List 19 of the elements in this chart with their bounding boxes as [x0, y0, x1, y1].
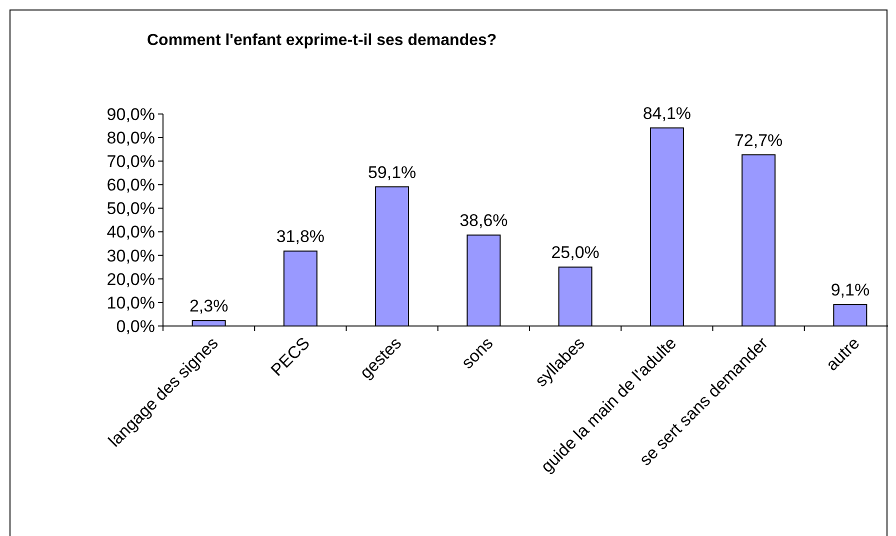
y-tick-label: 30,0% — [106, 246, 155, 266]
data-label: 2,3% — [189, 296, 228, 316]
y-tick-label: 20,0% — [106, 270, 155, 289]
data-label: 31,8% — [276, 227, 325, 246]
data-label: 25,0% — [551, 243, 600, 262]
chart-title: Comment l'enfant exprime-t-il ses demandes? — [147, 32, 497, 49]
y-tick-label: 60,0% — [106, 176, 155, 195]
y-tick-label: 10,0% — [106, 293, 155, 312]
y-tick-label: 40,0% — [106, 222, 155, 242]
y-tick-label: 80,0% — [106, 128, 155, 148]
y-tick-label: 0,0% — [116, 316, 155, 336]
y-tick-label: 70,0% — [106, 152, 155, 172]
y-tick-label: 50,0% — [106, 199, 155, 218]
y-tick-label: 90,0% — [106, 104, 155, 124]
data-label: 38,6% — [460, 211, 508, 230]
data-label: 9,1% — [830, 280, 870, 300]
data-label: 84,1% — [642, 104, 692, 123]
data-label: 72,7% — [734, 130, 783, 150]
data-label: 59,1% — [368, 162, 416, 182]
